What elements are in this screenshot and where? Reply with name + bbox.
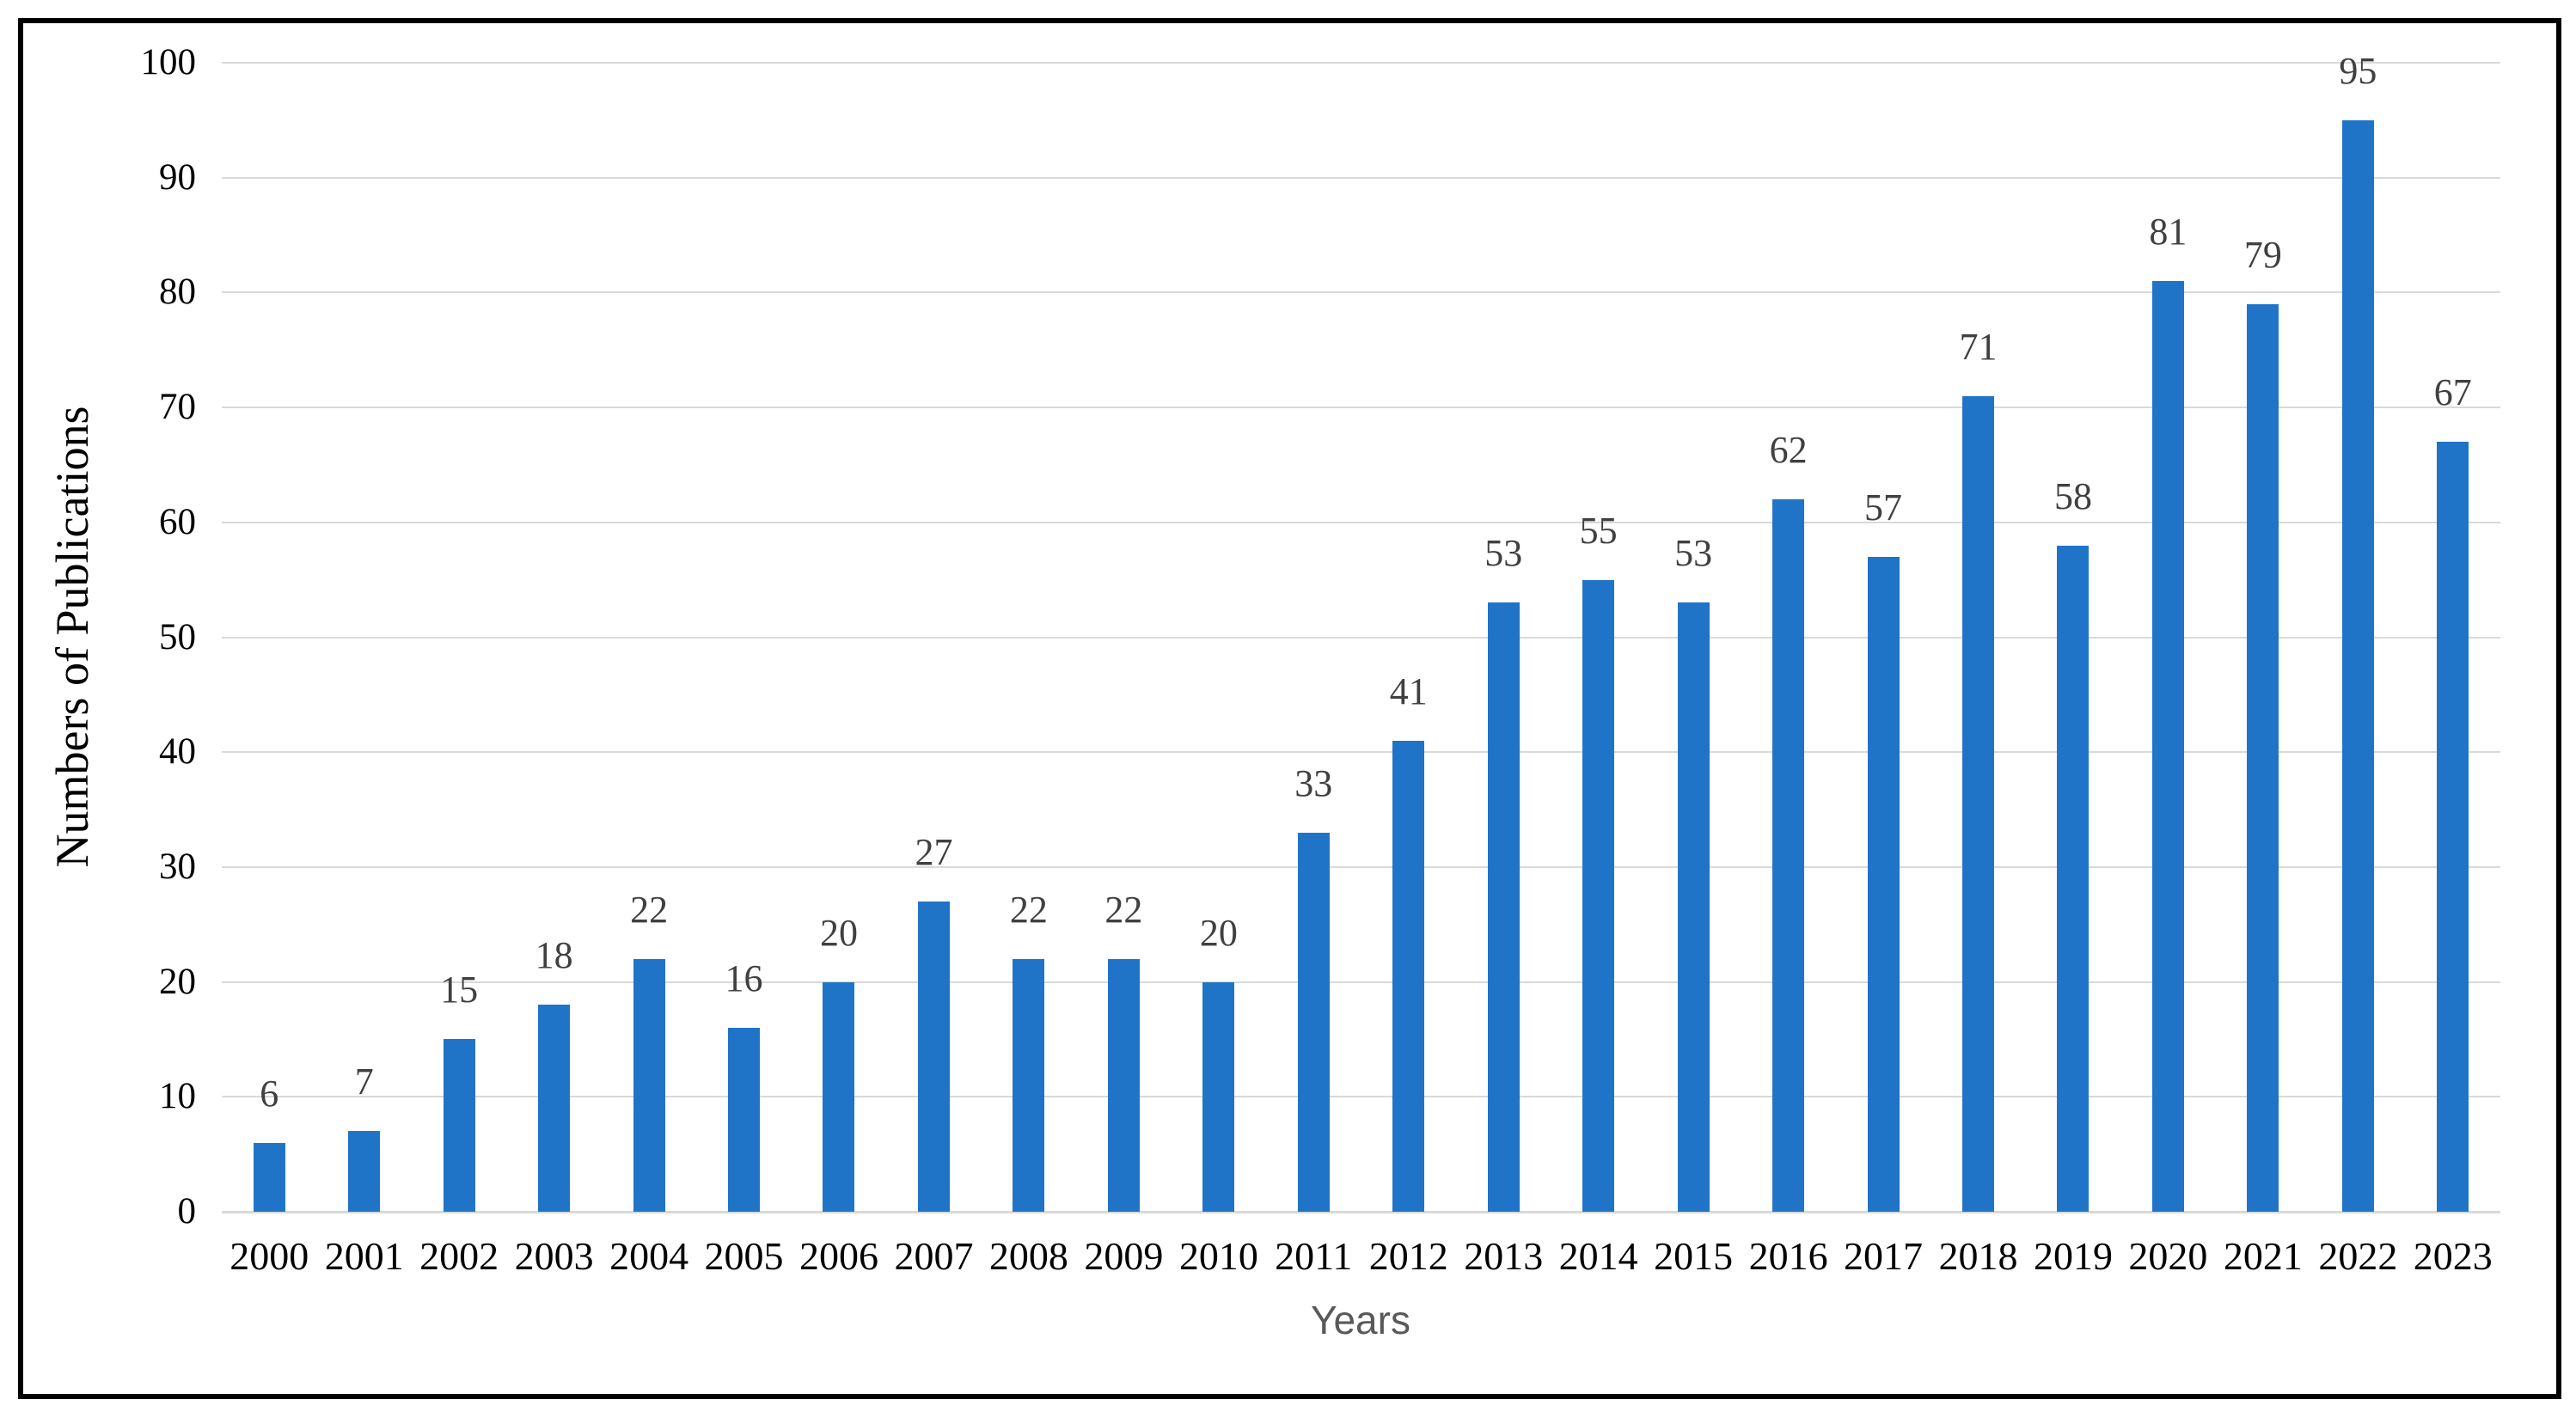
gridline: [222, 751, 2500, 754]
bar: [1582, 579, 1615, 1212]
bar: [1487, 602, 1520, 1212]
bar: [1297, 832, 1330, 1212]
bar: [2247, 303, 2279, 1212]
bar-value-label: 22: [630, 888, 669, 931]
y-tick-label: 70: [159, 387, 196, 428]
bar: [538, 1005, 571, 1212]
x-tick-label: 2003: [514, 1234, 594, 1278]
y-tick-label: 100: [140, 42, 197, 83]
bar: [2151, 281, 2184, 1212]
x-tick-label: 2022: [2318, 1234, 2398, 1278]
bar-value-label: 15: [440, 969, 479, 1012]
x-tick-label: 2008: [988, 1234, 1068, 1278]
bar-value-label: 81: [2149, 211, 2187, 254]
bar: [1013, 958, 1045, 1212]
gridline: [222, 636, 2500, 639]
gridline: [222, 291, 2500, 294]
x-tick-label: 2010: [1178, 1234, 1258, 1278]
y-tick-label: 0: [177, 1191, 197, 1232]
y-tick-label: 90: [159, 156, 196, 198]
bar-value-label: 18: [535, 934, 573, 977]
bar-value-label: 55: [1579, 509, 1618, 552]
bar-value-label: 6: [260, 1072, 279, 1115]
x-tick-label: 2019: [2033, 1234, 2113, 1278]
bar-value-label: 20: [819, 911, 858, 954]
bar-value-label: 67: [2433, 371, 2472, 414]
x-tick-label: 2004: [609, 1234, 689, 1278]
bar-value-label: 58: [2053, 474, 2092, 517]
chart-frame: [18, 18, 2561, 1399]
x-tick-label: 2005: [704, 1234, 784, 1278]
bar-value-label: 27: [915, 831, 953, 873]
gridline: [222, 1096, 2500, 1098]
bar: [1677, 602, 1710, 1212]
bar-value-label: 7: [354, 1060, 374, 1103]
bar: [348, 1131, 381, 1212]
bar: [2341, 119, 2374, 1212]
bar: [443, 1039, 475, 1212]
bar: [1961, 395, 1994, 1212]
gridline: [222, 62, 2500, 64]
x-tick-label: 2020: [2128, 1234, 2208, 1278]
y-tick-label: 80: [159, 272, 196, 313]
bar: [917, 902, 950, 1212]
bar: [2437, 442, 2469, 1212]
bar-value-label: 20: [1199, 911, 1238, 954]
x-tick-label: 2016: [1748, 1234, 1828, 1278]
x-tick-label: 2002: [419, 1234, 499, 1278]
x-tick-label: 2013: [1464, 1234, 1544, 1278]
bar-value-label: 53: [1674, 532, 1713, 575]
bar-value-label: 79: [2243, 233, 2282, 276]
x-tick-label: 2006: [798, 1234, 878, 1278]
bar: [1202, 981, 1235, 1212]
x-tick-label: 2023: [2413, 1234, 2493, 1278]
y-tick-label: 50: [159, 616, 196, 657]
bar: [633, 958, 665, 1212]
y-tick-label: 40: [159, 731, 196, 773]
x-axis-title: Years: [1311, 1298, 1410, 1342]
gridline: [222, 865, 2500, 868]
x-tick-label: 2014: [1558, 1234, 1638, 1278]
bar: [1867, 556, 1900, 1212]
bar: [1392, 740, 1425, 1212]
bar-value-label: 62: [1769, 429, 1808, 472]
x-tick-label: 2001: [324, 1234, 404, 1278]
y-tick-label: 20: [159, 961, 196, 1002]
bar-value-label: 71: [1959, 325, 1998, 368]
bar-value-label: 53: [1484, 532, 1523, 575]
x-tick-label: 2009: [1084, 1234, 1164, 1278]
bar: [1107, 958, 1140, 1212]
gridline: [222, 406, 2500, 409]
x-axis-line: [222, 1211, 2500, 1213]
bar: [2057, 545, 2090, 1212]
x-tick-label: 2021: [2223, 1234, 2303, 1278]
x-tick-label: 2000: [229, 1234, 309, 1278]
x-tick-label: 2012: [1368, 1234, 1448, 1278]
y-tick-label: 60: [159, 501, 196, 542]
bar-value-label: 16: [725, 957, 763, 1000]
x-tick-label: 2011: [1275, 1234, 1353, 1278]
x-tick-label: 2015: [1654, 1234, 1734, 1278]
x-tick-label: 2007: [894, 1234, 974, 1278]
bar-value-label: 22: [1104, 888, 1143, 931]
gridline: [222, 176, 2500, 179]
gridline: [222, 521, 2500, 523]
bar-value-label: 41: [1389, 669, 1428, 712]
y-tick-label: 10: [159, 1076, 196, 1117]
gridline: [222, 981, 2500, 983]
bar: [1772, 499, 1805, 1212]
bar-value-label: 33: [1294, 761, 1333, 804]
bar: [253, 1142, 285, 1212]
y-tick-label: 30: [159, 846, 196, 887]
bar: [728, 1028, 761, 1212]
bar-value-label: 95: [2339, 49, 2377, 92]
bar-value-label: 22: [1009, 888, 1048, 931]
bar: [823, 981, 855, 1212]
x-tick-label: 2018: [1938, 1234, 2018, 1278]
bar-value-label: 57: [1864, 486, 1903, 529]
x-tick-label: 2017: [1844, 1234, 1924, 1278]
